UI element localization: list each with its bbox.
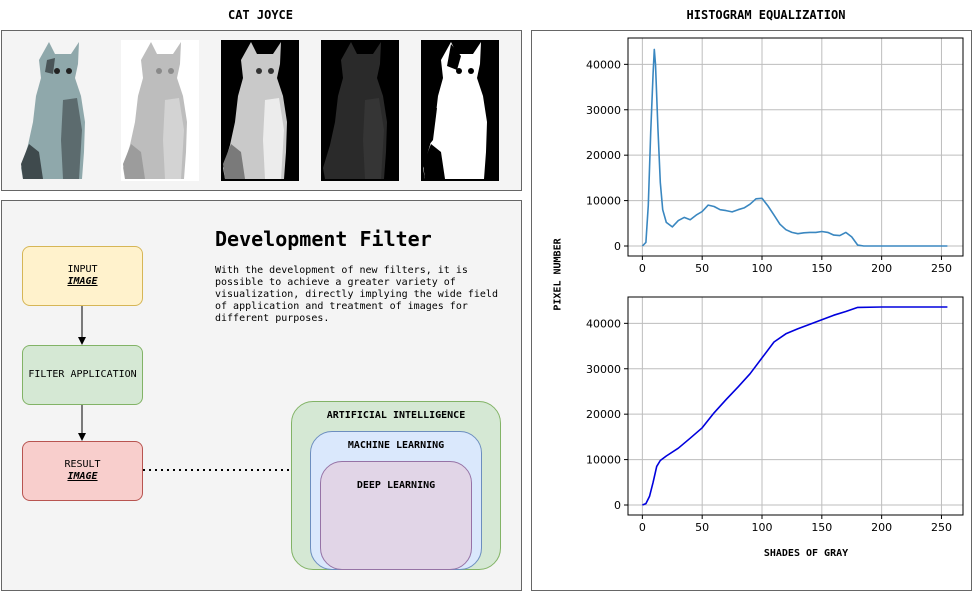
input-box-image-label: IMAGE (67, 276, 98, 287)
filter-diagram-panel: Development Filter With the development … (1, 200, 522, 591)
chart0-series-line (641, 48, 948, 247)
chart0-xtick-label-1: 50 (695, 262, 709, 275)
input-box-label: INPUT (67, 264, 98, 275)
chart1-ytick-label-4: 40000 (586, 317, 621, 330)
cat-image-color (21, 42, 85, 179)
cat-image-grayscale-light (121, 40, 199, 181)
chart1-xtick-label-0: 0 (639, 521, 646, 534)
right-panel-title: HISTOGRAM EQUALIZATION (686, 8, 846, 22)
result-box-label: RESULT (64, 459, 101, 470)
chart0-ytick-label-0: 0 (614, 240, 621, 253)
dl-label: DEEP LEARNING (356, 480, 436, 491)
chart1-series-line (642, 306, 948, 506)
cat-image-dark (321, 40, 399, 181)
chart0-xtick-label-4: 200 (871, 262, 892, 275)
chart1-xtick-label-4: 200 (871, 521, 892, 534)
chart0-xtick-label-0: 0 (639, 262, 646, 275)
result-box-image-label: IMAGE (67, 471, 98, 482)
chart0-ytick-label-1: 10000 (586, 195, 621, 208)
dl-region: DEEP LEARNING (320, 461, 472, 570)
cat-image-binary (421, 40, 499, 181)
diagram-description: With the development of new filters, it … (215, 265, 498, 324)
filter-box-label: FILTER APPLICATION (28, 369, 137, 380)
result-image-box: RESULT IMAGE (22, 441, 143, 501)
y-axis-label: PIXEL NUMBER (552, 238, 564, 311)
chart0-xtick-label-2: 100 (752, 262, 773, 275)
ml-label: MACHINE LEARNING (347, 440, 445, 451)
chart0-ytick-label-2: 20000 (586, 149, 621, 162)
chart0-xtick-label-3: 150 (811, 262, 832, 275)
x-axis-label: SHADES OF GRAY (763, 548, 849, 559)
chart0-ytick-label-3: 30000 (586, 104, 621, 117)
chart1-ytick-label-3: 30000 (586, 363, 621, 376)
cat-image-strip (1, 30, 522, 191)
chart0-frame (627, 37, 964, 257)
chart1-frame (627, 296, 964, 516)
left-panel-title: CAT JOYCE (227, 8, 294, 22)
chart1-xtick-label-1: 50 (695, 521, 709, 534)
chart1-xtick-label-5: 250 (931, 521, 952, 534)
input-image-box: INPUT IMAGE (22, 246, 143, 306)
histogram-charts: 0 50 100 150 200 250 0 10000 20000 30000 40000 0 50 1… (586, 37, 964, 534)
histogram-panel: 0 50 100 150 200 250 0 10000 20000 30000 40000 0 50 1… (531, 30, 972, 591)
chart1-xtick-label-3: 150 (811, 521, 832, 534)
chart0-ytick-label-4: 40000 (586, 58, 621, 71)
chart1-ytick-label-1: 10000 (586, 454, 621, 467)
chart1-ytick-label-2: 20000 (586, 408, 621, 421)
flow-connectors (78, 306, 291, 471)
chart1-xtick-label-2: 100 (752, 521, 773, 534)
chart0-xtick-label-5: 250 (931, 262, 952, 275)
diagram-heading: Development Filter (215, 227, 432, 251)
cat-image-grayscale (221, 40, 299, 181)
ai-label: ARTIFICIAL INTELLIGENCE (326, 410, 466, 421)
filter-application-box: FILTER APPLICATION (22, 345, 143, 405)
chart1-ytick-label-0: 0 (614, 499, 621, 512)
